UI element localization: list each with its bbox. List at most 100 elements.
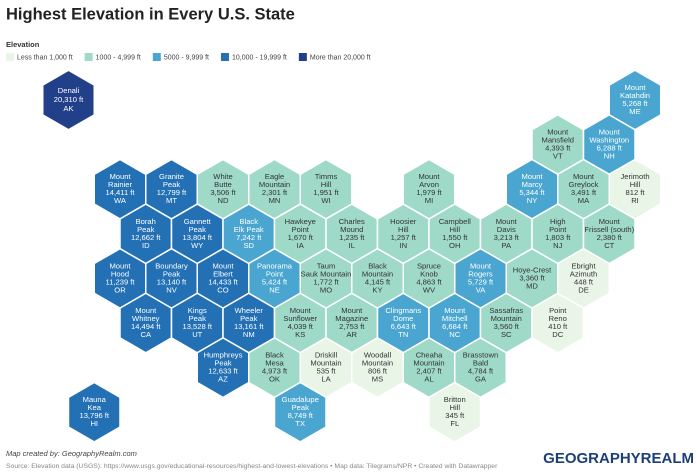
peak-name: Taum bbox=[317, 261, 336, 270]
state: AR bbox=[346, 330, 357, 339]
elevation: 13,161 ft bbox=[234, 322, 264, 331]
peak-name: Black bbox=[368, 261, 387, 270]
legend-swatch bbox=[220, 53, 229, 61]
peak-name: Black bbox=[265, 351, 284, 360]
state: NV bbox=[166, 285, 177, 294]
state: TX bbox=[295, 419, 305, 428]
peak-name: Marcy bbox=[522, 180, 543, 189]
peak-name: Mount bbox=[109, 172, 131, 181]
peak-name: Arvon bbox=[419, 180, 439, 189]
peak-name: Eagle bbox=[265, 172, 284, 181]
elevation: 13,804 ft bbox=[182, 233, 212, 242]
peak-name: Hawkeye bbox=[285, 217, 316, 226]
state-hex bbox=[67, 381, 121, 443]
elevation: 6,643 ft bbox=[391, 322, 417, 331]
peak-name: Hill bbox=[449, 403, 460, 412]
elevation: 448 ft bbox=[574, 277, 594, 286]
peak-name: Wheeler bbox=[235, 306, 264, 315]
peak-name: Peak bbox=[163, 269, 181, 278]
peak-name: Mitchell bbox=[442, 314, 468, 323]
peak-name: Mount bbox=[496, 217, 518, 226]
state: GA bbox=[475, 375, 487, 384]
state-hex bbox=[42, 69, 95, 131]
legend-label: More than 20,000 ft bbox=[310, 54, 371, 61]
state: WA bbox=[114, 196, 127, 205]
peak-name: Azimuth bbox=[570, 269, 597, 278]
peak-name: Mount bbox=[109, 261, 131, 270]
peak-name: Granite bbox=[159, 172, 184, 181]
elevation: 2,301 ft bbox=[262, 188, 288, 197]
peak-name: Elk Peak bbox=[234, 225, 264, 234]
state: AK bbox=[63, 104, 73, 113]
peak-name: Kea bbox=[87, 403, 101, 412]
elevation: 5,344 ft bbox=[519, 188, 545, 197]
peak-name: Mount bbox=[521, 172, 543, 181]
peak-name: Point bbox=[549, 306, 567, 315]
peak-name: Clingmans bbox=[385, 306, 421, 315]
peak-name: Whitney bbox=[132, 314, 160, 323]
elevation: 4,039 ft bbox=[288, 322, 314, 331]
logo: GEOGRAPHYREALM bbox=[543, 450, 694, 467]
state: NE bbox=[269, 285, 280, 294]
peak-name: Greylock bbox=[569, 180, 599, 189]
peak-name: Mount bbox=[290, 306, 312, 315]
state: WI bbox=[321, 196, 330, 205]
state: MT bbox=[166, 196, 177, 205]
elevation: 4,784 ft bbox=[468, 367, 494, 376]
state-hex bbox=[428, 381, 482, 443]
elevation: 20,310 ft bbox=[54, 95, 84, 104]
state: IL bbox=[349, 241, 355, 250]
elevation: 12,799 ft bbox=[157, 188, 187, 197]
peak-name: Borah bbox=[136, 217, 156, 226]
state: CT bbox=[604, 241, 614, 250]
peak-name: Mountain bbox=[362, 269, 393, 278]
peak-name: Denali bbox=[58, 86, 80, 95]
legend-swatch bbox=[298, 53, 307, 61]
peak-name: Peak bbox=[214, 359, 232, 368]
peak-name: Jerimoth bbox=[620, 172, 649, 181]
peak-name: Charles bbox=[339, 217, 365, 226]
elevation: 345 ft bbox=[445, 411, 465, 420]
state: MN bbox=[269, 196, 281, 205]
peak-name: Mansfield bbox=[542, 136, 575, 145]
state: IN bbox=[399, 241, 407, 250]
elevation: 14,433 ft bbox=[208, 277, 238, 286]
peak-name: Mountain bbox=[491, 314, 522, 323]
elevation: 5,424 ft bbox=[262, 277, 288, 286]
peak-name: Mountain bbox=[310, 359, 341, 368]
peak-name: Mount bbox=[547, 128, 569, 137]
peak-name: Humphreys bbox=[204, 351, 243, 360]
peak-name: Mount bbox=[470, 261, 492, 270]
peak-name: Hood bbox=[111, 269, 129, 278]
state: WV bbox=[423, 285, 436, 294]
peak-name: Davis bbox=[497, 225, 516, 234]
peak-name: Mount bbox=[418, 172, 440, 181]
peak-name: Peak bbox=[163, 180, 181, 189]
elevation: 5,268 ft bbox=[622, 99, 648, 108]
state: KY bbox=[372, 285, 382, 294]
state: WY bbox=[191, 241, 203, 250]
peak-name: Rogers bbox=[468, 269, 493, 278]
elevation: 1,951 ft bbox=[313, 188, 339, 197]
elevation: 812 ft bbox=[626, 188, 646, 197]
peak-name: Kings bbox=[188, 306, 207, 315]
legend-swatch bbox=[6, 53, 14, 61]
state: HI bbox=[90, 419, 98, 428]
peak-name: Peak bbox=[189, 225, 207, 234]
elevation: 3,506 ft bbox=[210, 188, 236, 197]
state: OK bbox=[269, 375, 280, 384]
peak-name: Hoosier bbox=[390, 217, 417, 226]
elevation: 1,550 ft bbox=[442, 233, 468, 242]
legend-label: 5000 - 9,999 ft bbox=[164, 54, 209, 61]
peak-name: Cheaha bbox=[416, 351, 443, 360]
elevation: 4,145 ft bbox=[365, 277, 391, 286]
elevation: 2,753 ft bbox=[339, 322, 365, 331]
elevation: 806 ft bbox=[368, 367, 388, 376]
elevation: 11,239 ft bbox=[106, 277, 136, 286]
elevation: 13,140 ft bbox=[157, 277, 187, 286]
peak-name: Washington bbox=[589, 136, 629, 145]
peak-name: Gannett bbox=[184, 217, 212, 226]
legend-label: Less than 1,000 ft bbox=[17, 54, 73, 61]
state: FL bbox=[450, 419, 459, 428]
